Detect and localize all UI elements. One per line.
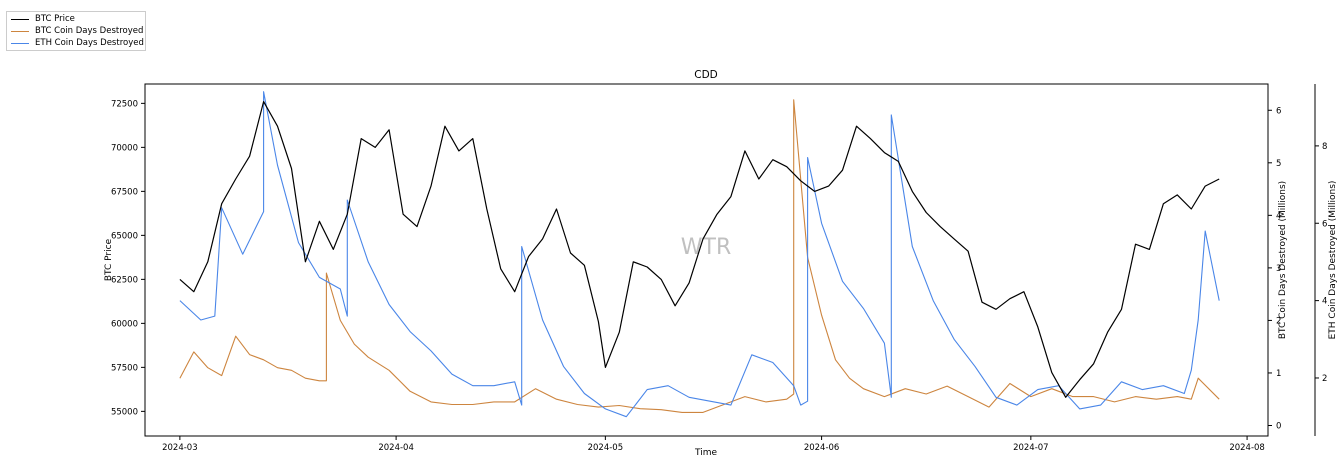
legend-label-eth-cdd: ETH Coin Days Destroyed — [35, 38, 144, 48]
btc-coin-days-destroyed-line — [179, 99, 1220, 413]
y-left-tick-label: 72500 — [111, 99, 138, 109]
watermark: WTR — [681, 235, 731, 260]
y-left-axis-label: BTC Price — [104, 238, 114, 281]
legend-item-btc-cdd: BTC Coin Days Destroyed — [11, 25, 143, 37]
y-left-tick-label: 67500 — [111, 187, 138, 197]
y-right1-tick-label: 3 — [1276, 264, 1281, 274]
legend-item-btc-price: BTC Price — [11, 13, 75, 25]
x-axis: 2024-03 2024-04 2024-05 2024-06 2024-07 2024-… — [162, 436, 1265, 453]
legend: BTC Price BTC Coin Days Destroyed ETH Co… — [6, 11, 146, 51]
y-right1-tick-label: 1 — [1276, 369, 1281, 379]
x-tick-label: 2024-06 — [804, 443, 840, 453]
legend-swatch-eth-cdd — [11, 42, 29, 44]
btc-cdd-axis: 0 1 2 3 4 5 6 — [1268, 106, 1281, 431]
y-left-tick-label: 70000 — [111, 143, 138, 153]
legend-swatch-btc-cdd — [11, 30, 29, 32]
y-right2-tick-label: 2 — [1322, 374, 1327, 384]
y-left-tick-label: 60000 — [111, 319, 138, 329]
y-right2-axis-label: ETH Coin Days Destroyed (Millions) — [1328, 181, 1338, 340]
y-right1-tick-label: 0 — [1276, 421, 1281, 431]
y-right1-axis-label: BTC Coin Days Destroyed (Millions) — [1278, 181, 1288, 339]
x-tick-label: 2024-05 — [588, 443, 624, 453]
y-left-tick-label: 55000 — [111, 407, 138, 417]
eth-coin-days-destroyed-line — [179, 91, 1220, 418]
legend-label-btc-cdd: BTC Coin Days Destroyed — [35, 26, 144, 36]
y-right1-tick-label: 4 — [1276, 211, 1281, 221]
x-axis-label: Time — [694, 448, 717, 458]
y-left-tick-label: 57500 — [111, 363, 138, 373]
series-layer — [179, 91, 1220, 418]
x-tick-label: 2024-03 — [162, 443, 198, 453]
y-right1-tick-label: 2 — [1276, 316, 1281, 326]
x-tick-label: 2024-04 — [378, 443, 414, 453]
y-right1-tick-label: 6 — [1276, 106, 1281, 116]
btc-price-axis: 55000 57500 60000 62500 65000 67500 70000 72500 — [111, 99, 145, 417]
btc-price-line — [179, 100, 1220, 398]
plot-area-frame — [144, 83, 1269, 437]
y-left-tick-label: 65000 — [111, 231, 138, 241]
y-right2-tick-label: 4 — [1322, 297, 1327, 307]
legend-swatch-btc-price — [11, 18, 29, 20]
x-tick-label: 2024-08 — [1229, 443, 1265, 453]
eth-cdd-axis: 2 4 6 8 — [1315, 142, 1327, 384]
y-right1-tick-label: 5 — [1276, 159, 1281, 169]
y-left-tick-label: 62500 — [111, 275, 138, 285]
legend-label-btc-price: BTC Price — [35, 14, 75, 24]
x-tick-label: 2024-07 — [1013, 443, 1049, 453]
legend-item-eth-cdd: ETH Coin Days Destroyed — [11, 37, 144, 49]
y-right2-tick-label: 8 — [1322, 142, 1327, 152]
chart-title: CDD — [694, 69, 718, 81]
y-right2-tick-label: 6 — [1322, 219, 1327, 229]
